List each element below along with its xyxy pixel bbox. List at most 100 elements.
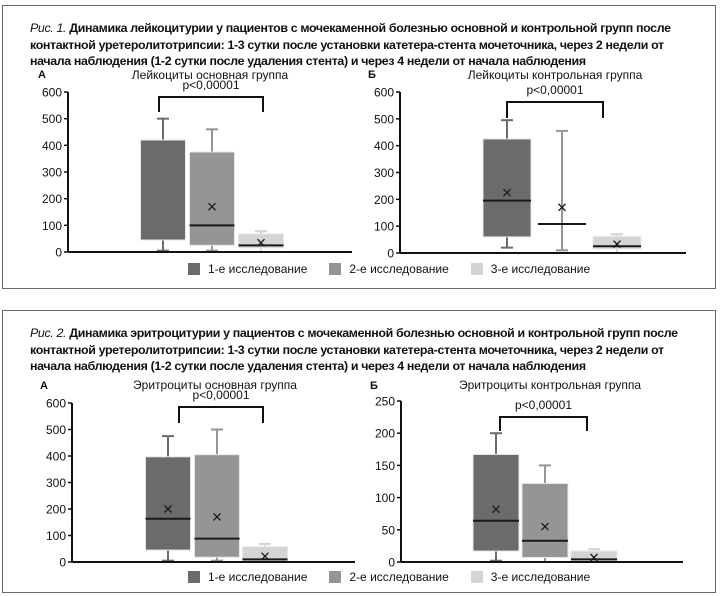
legend-label: 3-е исследование xyxy=(490,262,591,276)
figure-2-caption: Рис. 2. Динамика эритроцитурии у пациент… xyxy=(30,325,700,375)
y-tick-label: 400 xyxy=(374,139,394,153)
figure-2-caption-text: Динамика эритроцитурии у пациентов с моч… xyxy=(30,326,678,373)
mean-marker xyxy=(261,552,269,561)
box-1 xyxy=(482,119,532,249)
legend-item-study-3: 3-е исследование xyxy=(470,570,591,584)
y-tick-label: 0 xyxy=(388,556,395,570)
box-chart-1: А Лейкоциты основная группа 0 100 200 300 400 5… xyxy=(38,68,352,260)
y-tick-label: 0 xyxy=(55,246,62,260)
mean-marker xyxy=(590,553,598,562)
mean-marker xyxy=(492,505,500,514)
y-tick-label: 100 xyxy=(46,529,66,543)
legend-label: 1-е исследование xyxy=(208,570,308,584)
mean-marker xyxy=(213,512,221,521)
legend-swatch-study-3 xyxy=(470,571,483,583)
y-tick-label: 0 xyxy=(387,247,394,261)
box-2 xyxy=(521,464,569,563)
legend-item-study-1: 1-е исследование xyxy=(188,570,307,584)
chart-title: Эритроциты основная группа xyxy=(133,378,297,392)
figure-2-label: Рис. 2. xyxy=(30,326,67,340)
chart-title: Лейкоциты контрольная группа xyxy=(468,68,643,82)
significance-bracket xyxy=(158,96,264,112)
y-tick-label: 200 xyxy=(375,427,395,441)
legend-item-study-3: 3-е исследование xyxy=(470,262,591,276)
p-value-label: p<0,00001 xyxy=(526,83,583,97)
y-tick-label: 500 xyxy=(42,112,62,126)
y-tick-label: 200 xyxy=(374,193,394,207)
y-tick-label: 200 xyxy=(42,192,62,206)
box-2 xyxy=(194,428,240,562)
y-tick-label: 600 xyxy=(46,397,66,411)
y-tick-label: 300 xyxy=(46,476,66,490)
y-tick-label: 600 xyxy=(374,86,394,100)
legend-swatch-study-1 xyxy=(188,263,200,275)
figure-2-frame xyxy=(2,310,716,593)
y-tick-label: 200 xyxy=(46,503,66,517)
figure-1-label: Рис. 1. xyxy=(30,21,67,35)
box-3 xyxy=(238,230,284,253)
p-value-label: p<0,00001 xyxy=(182,78,239,92)
legend-label: 3-е исследование xyxy=(490,570,591,584)
y-tick-label: 600 xyxy=(42,86,62,100)
legend-label: 2-е исследование xyxy=(349,262,449,276)
y-tick-label: 300 xyxy=(42,166,62,180)
legend-swatch-study-3 xyxy=(470,263,483,275)
y-tick-label: 0 xyxy=(59,556,66,570)
figure-1-caption-text: Динамика лейкоцитурии у пациентов с моче… xyxy=(30,21,671,68)
legend-item-study-1: 1-е исследование xyxy=(188,262,307,276)
legend-label: 1-е исследование xyxy=(208,262,308,276)
box-chart-2: Б Лейкоциты контрольная группа 0 100 200 300 4… xyxy=(368,68,686,261)
figure-1-legend: 1-е исследование 2-е исследование 3-е ис… xyxy=(188,262,612,276)
panel-letter: А xyxy=(40,380,48,392)
box-iqr xyxy=(194,454,240,558)
y-tick-label: 400 xyxy=(42,139,62,153)
figure-2-legend: 1-е исследование 2-е исследование 3-е ис… xyxy=(188,570,612,584)
y-tick-label: 400 xyxy=(46,450,66,464)
box-iqr xyxy=(189,151,235,246)
y-tick-label: 500 xyxy=(46,423,66,437)
box-1 xyxy=(472,432,520,562)
box-iqr xyxy=(145,456,191,551)
chart-title: Эритроциты контрольная группа xyxy=(459,378,641,392)
mean-marker xyxy=(257,238,265,247)
y-tick-label: 500 xyxy=(374,112,394,126)
legend-swatch-study-2 xyxy=(329,571,342,583)
y-tick-label: 100 xyxy=(375,491,395,505)
legend-item-study-2: 2-е исследование xyxy=(329,262,449,276)
legend-swatch-study-1 xyxy=(188,571,200,583)
mean-marker xyxy=(558,203,566,212)
y-tick-label: 300 xyxy=(374,166,394,180)
significance-bracket xyxy=(506,101,604,118)
y-tick-label: 100 xyxy=(42,219,62,233)
y-tick-label: 50 xyxy=(382,523,396,537)
p-value-label: p<0,00001 xyxy=(192,388,249,402)
box-chart-4: Б Эритроциты контрольная группа 0 50 100 150 2… xyxy=(370,378,683,570)
box-1 xyxy=(140,117,186,252)
box-chart-3: А Эритроциты основная группа 0 100 200 300 400… xyxy=(40,378,355,570)
box-iqr xyxy=(570,550,618,562)
mean-marker xyxy=(208,202,216,211)
panel-letter: Б xyxy=(370,380,378,392)
significance-bracket xyxy=(178,406,264,423)
box-2 xyxy=(189,128,235,252)
chart-title: Лейкоциты основная группа xyxy=(132,68,289,82)
significance-bracket xyxy=(499,416,588,431)
y-tick-label: 100 xyxy=(374,220,394,234)
legend-item-study-2: 2-е исследование xyxy=(329,570,449,584)
legend-label: 2-е исследование xyxy=(349,570,449,584)
mean-marker xyxy=(503,188,511,197)
panel-letter: Б xyxy=(368,69,376,81)
panel-letter: А xyxy=(38,69,46,81)
figure-1-caption: Рис. 1. Динамика лейкоцитурии у пациенто… xyxy=(30,20,700,70)
box-2 xyxy=(538,129,586,252)
box-iqr xyxy=(521,482,569,558)
box-1 xyxy=(145,435,191,562)
box-3 xyxy=(242,542,288,563)
box-iqr xyxy=(482,138,532,238)
box-3 xyxy=(570,548,618,563)
y-tick-label: 250 xyxy=(375,395,395,409)
mean-marker xyxy=(541,522,549,531)
y-tick-label: 150 xyxy=(375,459,395,473)
mean-marker xyxy=(164,505,172,513)
